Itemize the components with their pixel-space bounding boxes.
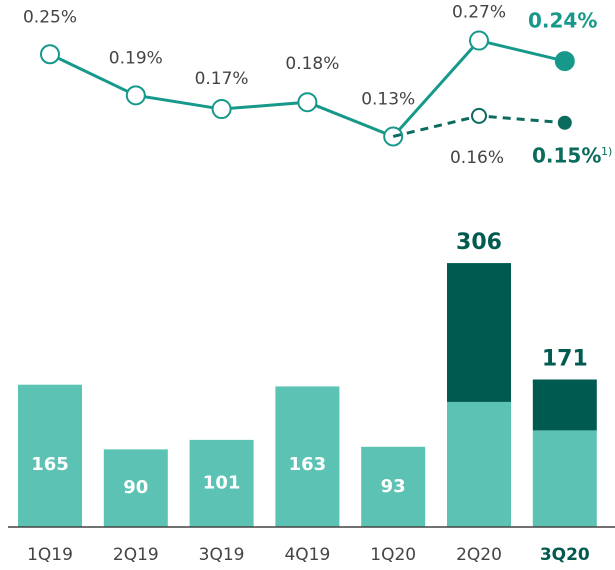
value-label: 0.24% xyxy=(528,9,597,33)
point xyxy=(40,44,60,65)
value-label: 0.27% xyxy=(452,3,506,23)
footnote: 1) xyxy=(601,145,612,158)
value-label: 0.17% xyxy=(195,69,249,89)
total-label: 306 xyxy=(456,230,502,255)
point xyxy=(125,85,146,106)
value-label: 0.16% xyxy=(450,148,504,168)
value-label: 0.25% xyxy=(23,7,77,27)
point xyxy=(557,115,572,130)
point xyxy=(297,92,318,113)
bar xyxy=(447,401,511,527)
bar xyxy=(532,379,597,431)
point xyxy=(469,30,489,51)
bar xyxy=(361,446,426,527)
bar xyxy=(275,386,340,527)
value-label: 93 xyxy=(381,476,406,497)
value-label: 101 xyxy=(203,472,241,493)
point xyxy=(211,99,232,120)
value-label: 163 xyxy=(289,454,327,475)
point xyxy=(471,107,487,124)
bar xyxy=(18,384,82,527)
x-tick-label: 4Q19 xyxy=(284,545,330,565)
x-tick-label: 1Q19 xyxy=(27,545,73,565)
bar xyxy=(189,439,254,527)
x-tick-label: 2Q20 xyxy=(456,545,502,565)
total-label: 171 xyxy=(542,347,588,372)
x-tick-label: 3Q20 xyxy=(540,545,590,565)
point xyxy=(554,51,575,72)
x-tick-label: 3Q19 xyxy=(199,545,245,565)
value-label: 165 xyxy=(31,454,69,475)
value-label: 0.15% xyxy=(532,144,601,168)
bar xyxy=(447,263,511,402)
value-label: 0.18% xyxy=(285,54,339,74)
x-tick-label: 2Q19 xyxy=(113,545,159,565)
value-label: 0.13% xyxy=(361,89,415,109)
value-label: 0.19% xyxy=(109,48,163,68)
value-label: 90 xyxy=(123,477,148,498)
x-tick-label: 1Q20 xyxy=(370,545,416,565)
bar xyxy=(103,449,168,527)
bar xyxy=(532,430,597,527)
